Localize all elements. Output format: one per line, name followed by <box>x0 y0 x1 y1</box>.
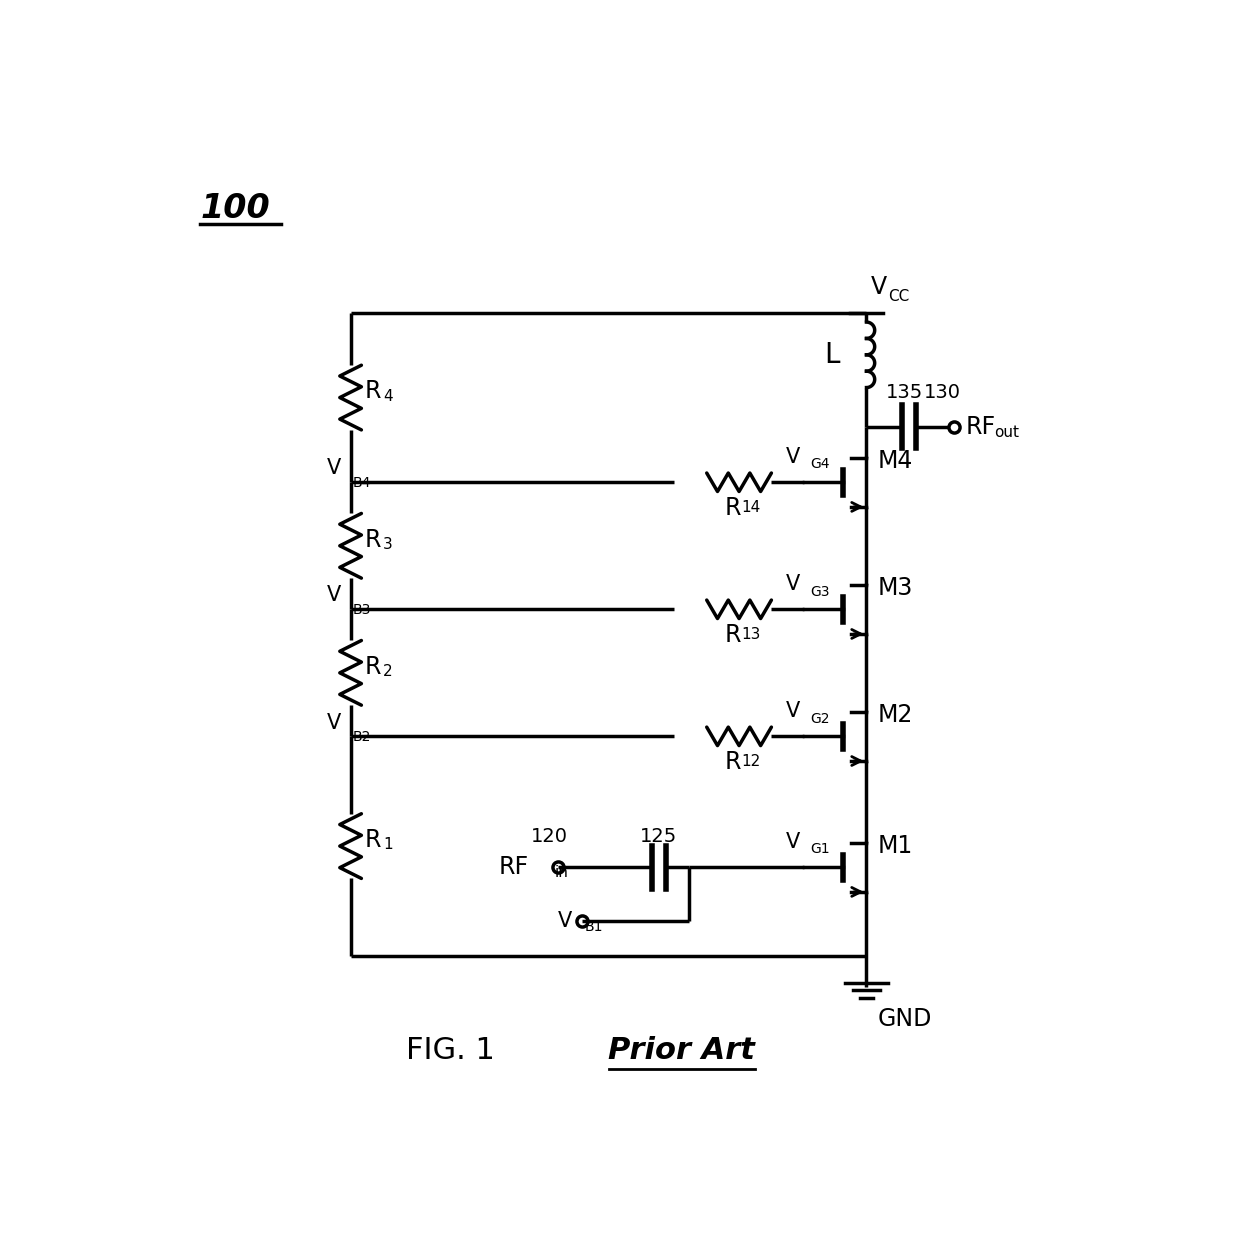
Text: G4: G4 <box>810 458 830 471</box>
Text: B2: B2 <box>353 731 371 744</box>
Text: B3: B3 <box>353 603 371 617</box>
Text: CC: CC <box>888 289 909 304</box>
Text: G1: G1 <box>810 843 830 856</box>
Text: 12: 12 <box>742 754 761 769</box>
Text: B4: B4 <box>353 476 371 490</box>
Text: R: R <box>724 496 742 520</box>
Text: M1: M1 <box>878 834 914 858</box>
Text: 135: 135 <box>887 384 924 402</box>
Text: V: V <box>870 275 887 299</box>
Text: RF: RF <box>500 855 529 880</box>
Text: V: V <box>786 574 800 594</box>
Text: out: out <box>994 424 1019 439</box>
Text: 4: 4 <box>383 389 393 404</box>
Text: Prior Art: Prior Art <box>609 1037 755 1065</box>
Text: 2: 2 <box>383 664 393 679</box>
Text: 100: 100 <box>201 193 270 226</box>
Text: V: V <box>786 701 800 721</box>
Text: M3: M3 <box>878 576 914 600</box>
Text: V: V <box>786 447 800 466</box>
Text: G2: G2 <box>810 712 830 726</box>
Text: B1: B1 <box>585 919 603 934</box>
Text: V: V <box>327 585 341 606</box>
Text: RF: RF <box>966 415 996 439</box>
Text: 14: 14 <box>742 500 761 515</box>
Text: V: V <box>327 458 341 479</box>
Text: in: in <box>554 865 568 880</box>
Text: 130: 130 <box>924 384 961 402</box>
Text: R: R <box>365 379 381 404</box>
Text: G3: G3 <box>810 585 830 598</box>
Text: 125: 125 <box>640 827 677 845</box>
Text: L: L <box>825 341 839 369</box>
Text: FIG. 1: FIG. 1 <box>407 1037 495 1065</box>
Text: 13: 13 <box>742 627 761 642</box>
Text: M4: M4 <box>878 449 914 473</box>
Text: M2: M2 <box>878 703 914 727</box>
Text: R: R <box>365 828 381 851</box>
Text: R: R <box>724 623 742 647</box>
Text: V: V <box>327 712 341 733</box>
Text: 3: 3 <box>383 537 393 552</box>
Text: GND: GND <box>878 1007 932 1032</box>
Text: R: R <box>365 655 381 679</box>
Text: V: V <box>558 911 573 932</box>
Text: V: V <box>786 832 800 851</box>
Text: R: R <box>724 750 742 774</box>
Text: 120: 120 <box>531 827 568 845</box>
Text: 1: 1 <box>383 837 393 851</box>
Text: R: R <box>365 528 381 552</box>
